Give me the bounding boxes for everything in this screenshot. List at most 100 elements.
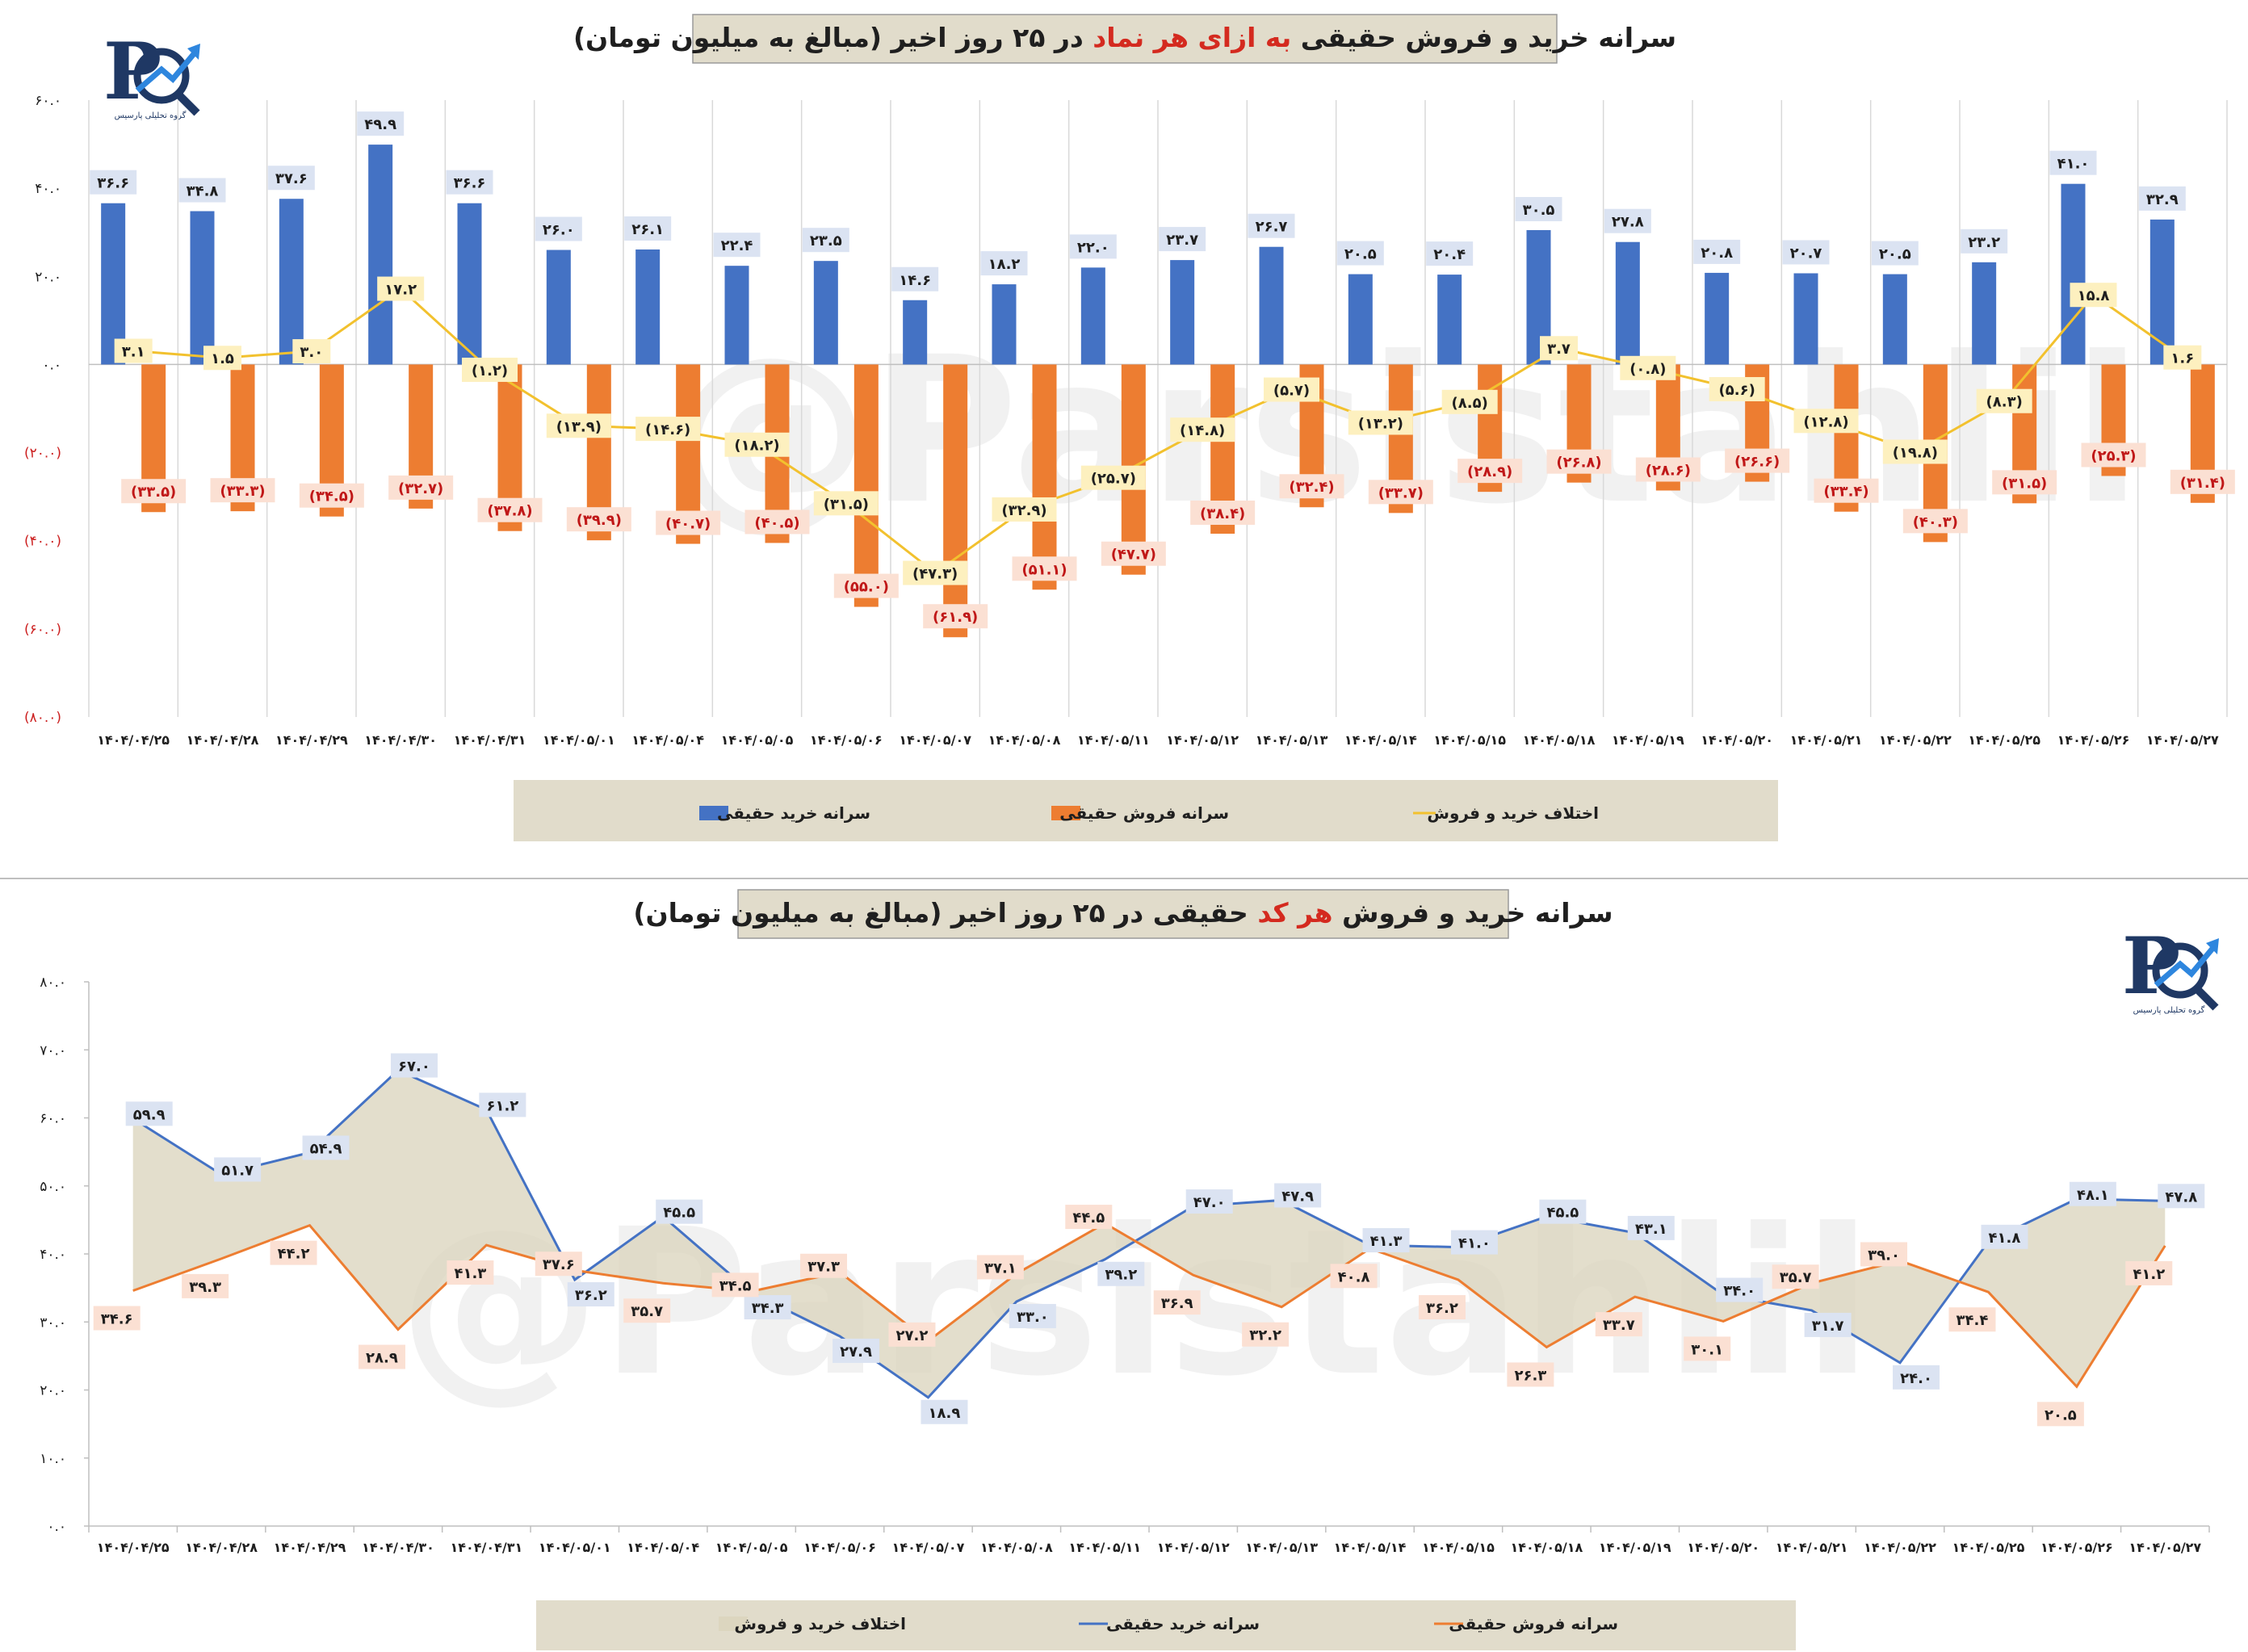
buy-bar bbox=[1080, 267, 1105, 365]
sell-label: (۲۶.۸) bbox=[1556, 455, 1601, 472]
sell-bar bbox=[1032, 364, 1057, 590]
buy-line-label-bg bbox=[125, 1101, 173, 1126]
x-tick-label: ۱۴۰۴/۰۵/۰۱ bbox=[543, 732, 615, 748]
chart-title-bottom: سرانه خرید و فروش هر کد حقیقی در ۲۵ روز … bbox=[633, 889, 1613, 939]
buy-line-label-bg bbox=[479, 1092, 526, 1117]
buy-label-bg bbox=[90, 170, 137, 195]
sell-label: (۲۸.۹) bbox=[1467, 463, 1512, 480]
buy-label-bg bbox=[1693, 239, 1741, 264]
axes: ۸۰.۰ ۷۰.۰ ۶۰.۰ ۵۰.۰ ۴۰.۰ ۳۰.۰ ۲۰.۰ ۱۰.۰ ۰.۰ bbox=[40, 975, 2210, 1535]
diff-label: ۳.۱ bbox=[122, 344, 145, 361]
x-tick-label: ۱۴۰۴/۰۵/۰۶ bbox=[810, 732, 883, 748]
y-tick-label: ۰.۰ bbox=[42, 357, 61, 373]
buy-bar bbox=[903, 300, 928, 365]
y-tick-label: ۴۰.۰ bbox=[35, 181, 61, 197]
buy-label: ۲۳.۵ bbox=[810, 233, 842, 249]
diff-label: (۰.۸) bbox=[1629, 361, 1666, 378]
buy-label: ۲۰.۴ bbox=[1433, 246, 1466, 263]
x-axis-ticks: ۱۴۰۴/۰۴/۲۵ ۱۴۰۴/۰۴/۲۸ ۱۴۰۴/۰۴/۲۹ ۱۴۰۴/۰۴/۳۰… bbox=[97, 732, 2219, 748]
logo-caption-bottom: گروه تحلیلی پارسیس bbox=[2133, 1005, 2205, 1015]
sell-line-label-bg bbox=[1684, 1336, 1731, 1361]
buy-label: ۳۶.۶ bbox=[97, 175, 129, 192]
title-accent-bottom: هر کد bbox=[1257, 897, 1332, 929]
diff-label-bg bbox=[2070, 283, 2117, 308]
sell-line-label: ۴۱.۳ bbox=[454, 1265, 486, 1282]
sell-line-label: ۳۴.۵ bbox=[719, 1277, 752, 1294]
buy-line-label-bg bbox=[1450, 1230, 1498, 1255]
sell-line-label: ۳۵.۷ bbox=[1780, 1269, 1812, 1286]
sell-label: (۴۰.۳) bbox=[1913, 514, 1958, 530]
buy-line-label-bg bbox=[390, 1053, 438, 1078]
y-axis-ticks: ۶۰.۰ ۴۰.۰ ۲۰.۰ ۰.۰ (۲۰.۰) (۴۰.۰) (۶۰.۰) (۸۰.۰) bbox=[24, 93, 61, 726]
buy-bar bbox=[635, 249, 661, 365]
diff-label: (۱۹.۸) bbox=[1893, 444, 1938, 461]
buy-label: ۳۰.۵ bbox=[1523, 202, 1555, 219]
diff-label-bg bbox=[992, 497, 1057, 522]
buy-line-label-bg bbox=[1009, 1303, 1056, 1328]
sell-label: (۲۵.۳) bbox=[2091, 447, 2136, 464]
diff-label-bg bbox=[203, 346, 241, 371]
sell-label: (۳۴.۵) bbox=[309, 488, 354, 505]
x-tick-label: ۱۴۰۴/۰۴/۲۵ bbox=[97, 1540, 170, 1555]
diff-label-bg bbox=[1540, 336, 1578, 361]
buy-bar bbox=[992, 284, 1017, 365]
buy-label-bg bbox=[1336, 241, 1384, 266]
diff-label: ۳.۰ bbox=[300, 344, 323, 361]
buy-label: ۲۰.۸ bbox=[1701, 245, 1733, 262]
y-tick-label: ۷۰.۰ bbox=[40, 1042, 66, 1059]
logo-arrow-icon bbox=[135, 48, 199, 93]
buy-line-label-bg bbox=[2069, 1181, 2116, 1206]
sell-bar bbox=[853, 364, 879, 607]
logo-arrow-icon-bottom bbox=[2154, 942, 2218, 987]
y-tick-label: (۶۰.۰) bbox=[24, 622, 61, 638]
sell-label-bg bbox=[1635, 457, 1701, 482]
x-tick-label: ۱۴۰۴/۰۴/۲۸ bbox=[185, 1540, 258, 1555]
sell-label-bg bbox=[1012, 556, 1077, 581]
x-tick-label: ۱۴۰۴/۰۵/۱۲ bbox=[1157, 1540, 1230, 1555]
logo-ring-bottom bbox=[2152, 942, 2208, 999]
buy-label-bg bbox=[178, 178, 226, 203]
buy-label-bg bbox=[1871, 241, 1919, 266]
buy-bar bbox=[1437, 275, 1462, 365]
buy-label-bg bbox=[1782, 240, 1830, 265]
buy-label: ۳۶.۶ bbox=[454, 175, 486, 192]
sell-label-bg bbox=[2081, 442, 2146, 468]
buy-label: ۲۳.۷ bbox=[1166, 232, 1198, 249]
buy-line-label-bg bbox=[567, 1282, 614, 1307]
sell-line-label: ۴۴.۵ bbox=[1072, 1210, 1105, 1226]
sell-label-bg bbox=[299, 483, 364, 508]
sell-label-bg bbox=[923, 604, 988, 629]
y-tick-label: ۲۰.۰ bbox=[40, 1383, 66, 1399]
title-box-bottom bbox=[737, 889, 1509, 939]
data-labels: ۳۶.۶ (۳۳.۵) ۳.۱ ۳۴.۸ (۳۳.۳) ۱.۵ ۳۷.۶ (۳۴.۵) ۳.۰ ۴… bbox=[90, 111, 2235, 629]
sell-label-bg bbox=[1814, 478, 1879, 503]
buy-bar bbox=[1972, 262, 1997, 365]
diff-label-bg bbox=[1264, 377, 1319, 402]
sell-label-bg bbox=[2170, 469, 2235, 494]
buy-bar bbox=[1348, 274, 1373, 365]
sell-label-bg bbox=[1992, 470, 2057, 495]
diff-label: (۵.۷) bbox=[1273, 383, 1310, 400]
buy-line-label: ۶۱.۲ bbox=[486, 1097, 518, 1114]
sell-line-label-bg bbox=[623, 1298, 671, 1323]
sell-line-label-bg bbox=[1507, 1362, 1554, 1387]
grid-lines bbox=[88, 100, 2228, 717]
sell-line-label: ۲۰.۵ bbox=[2045, 1407, 2077, 1423]
buy-label: ۱۴.۶ bbox=[899, 272, 931, 289]
sell-label-bg bbox=[744, 509, 810, 535]
sell-label-bg bbox=[388, 475, 454, 500]
x-tick-label: ۱۴۰۴/۰۵/۲۲ bbox=[1864, 1540, 1936, 1555]
buy-line-label-bg bbox=[1981, 1224, 2028, 1249]
diff-label: (۱۴.۸) bbox=[1180, 422, 1225, 439]
y-tick-label: ۲۰.۰ bbox=[35, 269, 61, 285]
buy-line-label-bg bbox=[1097, 1261, 1145, 1286]
sell-line-label: ۳۴.۴ bbox=[1957, 1312, 1989, 1329]
sell-label: (۴۰.۷) bbox=[665, 516, 711, 533]
y-tick-label: ۰.۰ bbox=[47, 1519, 66, 1535]
sell-label-bg bbox=[1101, 541, 1166, 566]
buy-bar bbox=[813, 261, 838, 365]
sell-line-label-bg bbox=[711, 1273, 759, 1298]
x-tick-label: ۱۴۰۴/۰۵/۱۱ bbox=[1077, 732, 1150, 748]
buy-line-label: ۲۷.۹ bbox=[840, 1344, 872, 1361]
x-tick-label: ۱۴۰۴/۰۵/۱۵ bbox=[1422, 1540, 1495, 1555]
